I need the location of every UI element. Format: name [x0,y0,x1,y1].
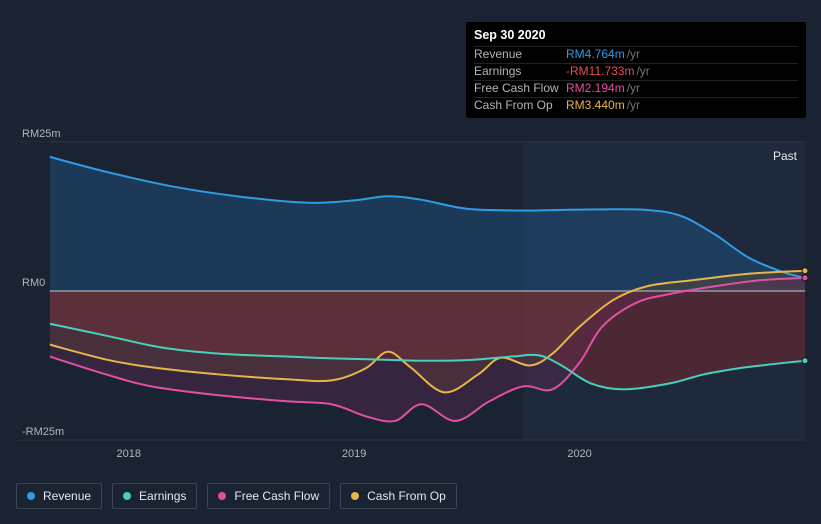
end-marker-cash_from_op [802,268,808,274]
y-axis-label: RM0 [22,277,45,289]
x-axis-label: 2020 [567,448,591,460]
tooltip-row-value: RM2.194m [566,81,625,95]
left-mask [16,142,50,440]
y-axis-label: RM25m [22,128,61,140]
tooltip-row-value: RM3.440m [566,98,625,112]
legend-item-label: Earnings [139,489,186,503]
legend-dot-icon [218,492,226,500]
tooltip-row-label: Revenue [474,47,566,61]
legend-item-label: Revenue [43,489,91,503]
tooltip-row: Free Cash FlowRM2.194m/yr [474,80,798,97]
chart-tooltip: Sep 30 2020 RevenueRM4.764m/yrEarnings-R… [466,22,806,118]
tooltip-date: Sep 30 2020 [474,28,798,46]
past-label: Past [773,149,797,163]
tooltip-row: RevenueRM4.764m/yr [474,46,798,63]
legend-item-free_cash_flow[interactable]: Free Cash Flow [207,483,330,509]
tooltip-row: Cash From OpRM3.440m/yr [474,97,798,114]
chart-svg [0,118,821,473]
tooltip-row-label: Cash From Op [474,98,566,112]
legend-item-cash_from_op[interactable]: Cash From Op [340,483,457,509]
legend-dot-icon [351,492,359,500]
tooltip-row-value: -RM11.733m [566,64,634,78]
legend-dot-icon [123,492,131,500]
legend-item-label: Free Cash Flow [234,489,319,503]
y-axis-label: -RM25m [22,426,64,438]
tooltip-row-label: Earnings [474,64,566,78]
tooltip-row-unit: /yr [627,98,640,112]
tooltip-row: Earnings-RM11.733m/yr [474,63,798,80]
earnings-revenue-chart: RM25m RM0 -RM25m 2018 2019 2020 Past [0,118,821,473]
x-axis-label: 2019 [342,448,366,460]
legend-item-revenue[interactable]: Revenue [16,483,102,509]
legend-item-earnings[interactable]: Earnings [112,483,197,509]
tooltip-row-label: Free Cash Flow [474,81,566,95]
end-marker-earnings [802,358,808,364]
tooltip-row-unit: /yr [636,64,649,78]
tooltip-row-unit: /yr [627,47,640,61]
chart-legend: Revenue Earnings Free Cash Flow Cash From O… [16,483,457,509]
x-axis-label: 2018 [116,448,140,460]
end-marker-free_cash_flow [802,275,808,281]
tooltip-row-value: RM4.764m [566,47,625,61]
tooltip-row-unit: /yr [627,81,640,95]
legend-dot-icon [27,492,35,500]
legend-item-label: Cash From Op [367,489,446,503]
